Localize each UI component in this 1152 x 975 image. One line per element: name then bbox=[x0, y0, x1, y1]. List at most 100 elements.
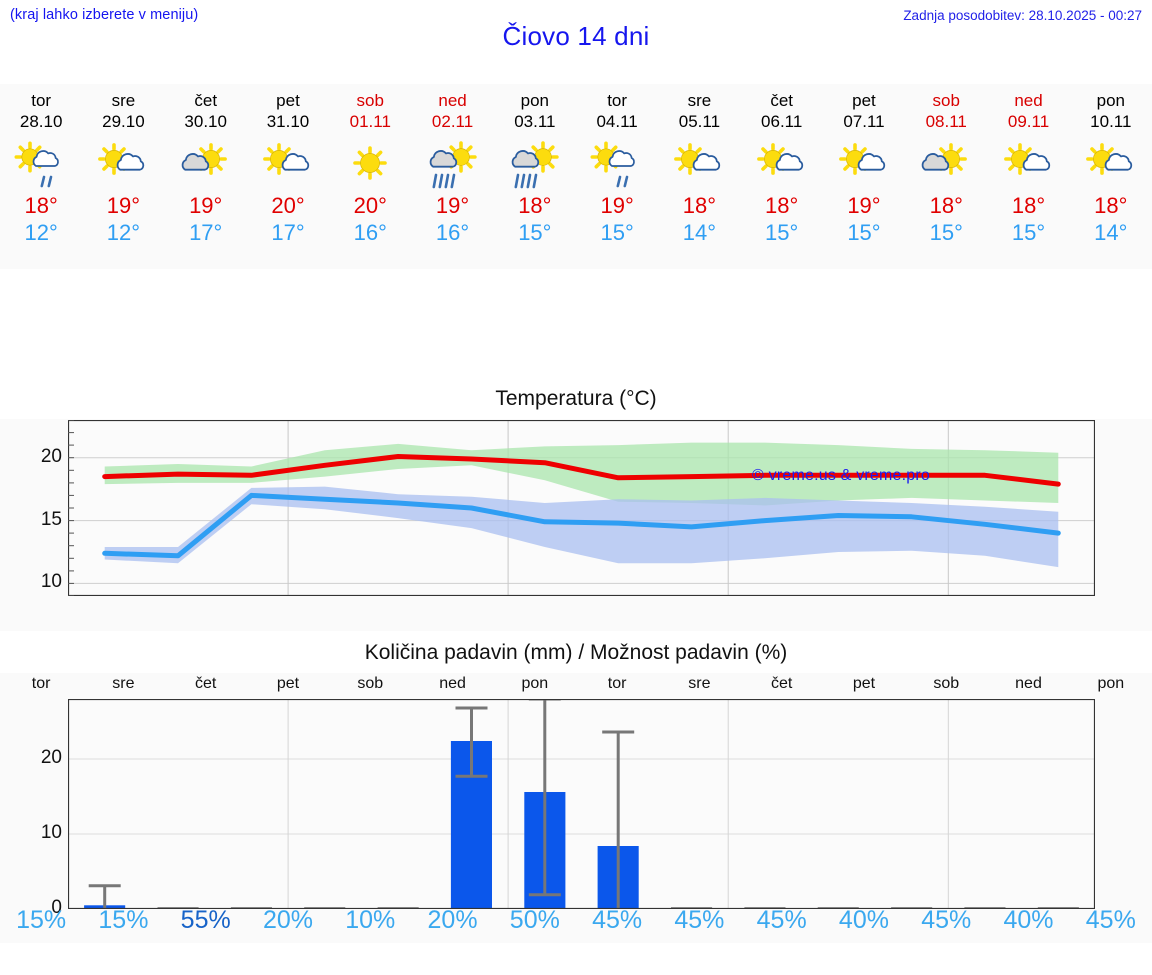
forecast-day-date: 05.11 bbox=[678, 112, 721, 131]
sun-cloud-icon bbox=[996, 134, 1062, 190]
forecast-day-name: čet bbox=[194, 91, 218, 110]
sun-cloud-light-rain-icon bbox=[584, 134, 650, 190]
forecast-temp-max: 19° bbox=[600, 193, 634, 218]
precipitation-day-label: pon bbox=[521, 675, 549, 692]
forecast-temp-max: 19° bbox=[189, 193, 223, 218]
precipitation-day-label: pon bbox=[1097, 675, 1125, 692]
forecast-temp-min: 16° bbox=[435, 220, 470, 245]
forecast-day-name: čet bbox=[770, 91, 794, 110]
forecast-temp-max: 20° bbox=[353, 193, 387, 218]
precipitation-probability-label: 15% bbox=[98, 906, 149, 934]
forecast-day-column[interactable]: sre 05.11 18° 14° bbox=[658, 84, 740, 269]
precipitation-probability-label: 55% bbox=[180, 906, 231, 934]
page-header: (kraj lahko izberete v meniju) Čiovo 14 … bbox=[0, 0, 1152, 58]
forecast-strip: tor 28.10 18° 12° sre 29.10 19° 12° čet 30.10 19° 1… bbox=[0, 84, 1152, 269]
sun-cloud-icon bbox=[255, 134, 321, 190]
forecast-temp-min: 17° bbox=[271, 220, 305, 245]
watermark-label: © vreme.us & vreme.pro bbox=[752, 467, 931, 484]
forecast-day-date: 03.11 bbox=[514, 112, 556, 131]
forecast-day-name: pon bbox=[1096, 91, 1125, 110]
forecast-temp-min: 12° bbox=[24, 220, 58, 245]
precipitation-day-label: sob bbox=[357, 675, 384, 692]
forecast-day-date: 10.11 bbox=[1090, 112, 1132, 131]
precipitation-probability-label: 10% bbox=[345, 906, 396, 934]
precipitation-probability-label: 45% bbox=[756, 906, 807, 934]
forecast-temp-min: 15° bbox=[847, 220, 881, 245]
precipitation-day-label: pet bbox=[276, 675, 300, 692]
precipitation-day-labels: tor sre čet pet sob ned pon tor sre čet pet sob ned p… bbox=[0, 675, 1152, 699]
forecast-temp-max: 18° bbox=[929, 193, 963, 218]
temperature-chart-section: Temperatura (°C) bbox=[0, 379, 1152, 631]
forecast-temp-max: 18° bbox=[1094, 193, 1128, 218]
forecast-day-column[interactable]: sre 29.10 19° 12° bbox=[82, 84, 164, 269]
forecast-temp-max: 18° bbox=[1011, 193, 1046, 218]
precipitation-chart-section: Količina padavin (mm) / Možnost padavin … bbox=[0, 633, 1152, 943]
forecast-temp-min: 16° bbox=[353, 220, 387, 245]
forecast-temp-max: 18° bbox=[24, 193, 58, 218]
precipitation-probability-label: 40% bbox=[838, 906, 889, 934]
precipitation-y-tick-label: 20 bbox=[40, 747, 62, 768]
precipitation-probability-label: 50% bbox=[509, 906, 560, 934]
sun-icon bbox=[337, 134, 403, 190]
forecast-day-date: 28.10 bbox=[19, 112, 63, 131]
sun-cloud-icon bbox=[749, 134, 815, 190]
cloud-sun-rain-icon bbox=[420, 134, 486, 190]
forecast-day-date: 06.11 bbox=[761, 112, 803, 131]
forecast-temp-max: 18° bbox=[765, 193, 799, 218]
forecast-day-column[interactable]: pet 31.10 20° 17° bbox=[247, 84, 329, 269]
precipitation-day-label: ned bbox=[1015, 675, 1042, 692]
forecast-day-date: 01.11 bbox=[349, 112, 391, 131]
forecast-day-name: ned bbox=[438, 91, 467, 110]
forecast-day-date: 31.10 bbox=[266, 112, 310, 131]
forecast-day-date: 08.11 bbox=[925, 112, 967, 131]
page-title: Čiovo 14 dni bbox=[502, 21, 650, 51]
precipitation-day-label: tor bbox=[31, 675, 51, 692]
forecast-temp-max: 20° bbox=[271, 193, 305, 218]
forecast-day-column[interactable]: pon 10.11 18° 14° bbox=[1070, 84, 1152, 269]
forecast-temp-min: 15° bbox=[929, 220, 963, 245]
forecast-day-column[interactable]: čet 30.10 19° 17° bbox=[165, 84, 247, 269]
forecast-day-name: pet bbox=[852, 91, 876, 110]
temperature-chart-title: Temperatura (°C) bbox=[495, 387, 657, 410]
precipitation-probability-label: 20% bbox=[262, 906, 313, 934]
precipitation-probability-label: 45% bbox=[921, 906, 972, 934]
precipitation-chart-title: Količina padavin (mm) / Možnost padavin … bbox=[364, 641, 788, 664]
precipitation-probability-label: 40% bbox=[1003, 906, 1054, 934]
temperature-chart-header bbox=[0, 379, 1152, 419]
forecast-day-name: sob bbox=[932, 91, 960, 110]
forecast-day-name: sre bbox=[687, 91, 712, 110]
last-updated-label: Zadnja posodobitev: 28.10.2025 - 00:27 bbox=[903, 8, 1142, 23]
forecast-day-name: pet bbox=[276, 91, 300, 110]
forecast-day-name: tor bbox=[31, 91, 52, 110]
forecast-day-column[interactable]: tor 28.10 18° 12° bbox=[0, 84, 82, 269]
precipitation-day-label: ned bbox=[439, 675, 466, 692]
precipitation-day-label: tor bbox=[607, 675, 627, 692]
forecast-temp-max: 18° bbox=[682, 193, 717, 218]
forecast-day-date: 04.11 bbox=[596, 112, 638, 131]
temperature-y-tick-label: 10 bbox=[40, 571, 62, 593]
precipitation-day-label: sre bbox=[112, 675, 135, 692]
forecast-day-column[interactable]: pet 07.11 19° 15° bbox=[823, 84, 905, 269]
forecast-day-column[interactable]: sob 01.11 20° 16° bbox=[329, 84, 411, 269]
precipitation-day-label: čet bbox=[771, 675, 793, 692]
forecast-day-column[interactable]: tor 04.11 19° 15° bbox=[576, 84, 658, 269]
forecast-temp-min: 15° bbox=[600, 220, 634, 245]
sun-cloud-light-rain-icon bbox=[8, 134, 74, 190]
forecast-temp-max: 19° bbox=[847, 193, 881, 218]
forecast-day-column[interactable]: sob 08.11 18° 15° bbox=[905, 84, 987, 269]
bottom-spacer bbox=[0, 943, 1152, 975]
forecast-day-column[interactable]: pon 03.11 18° 15° bbox=[494, 84, 576, 269]
forecast-day-column[interactable]: čet 06.11 18° 15° bbox=[741, 84, 823, 269]
forecast-temp-max: 19° bbox=[435, 193, 470, 218]
forecast-day-column[interactable]: ned 09.11 18° 15° bbox=[987, 84, 1069, 269]
forecast-day-column[interactable]: ned 02.11 19° 16° bbox=[411, 84, 493, 269]
precipitation-probability-label: 20% bbox=[427, 906, 478, 934]
spacer-band bbox=[0, 269, 1152, 379]
forecast-temp-min: 15° bbox=[765, 220, 799, 245]
location-hint: (kraj lahko izberete v meniju) bbox=[10, 7, 199, 23]
precipitation-chart-header bbox=[0, 633, 1152, 673]
precipitation-probability-label: 45% bbox=[674, 906, 725, 934]
forecast-temp-max: 18° bbox=[518, 193, 552, 218]
precipitation-y-tick-label: 10 bbox=[40, 822, 62, 843]
forecast-day-date: 07.11 bbox=[843, 112, 885, 131]
